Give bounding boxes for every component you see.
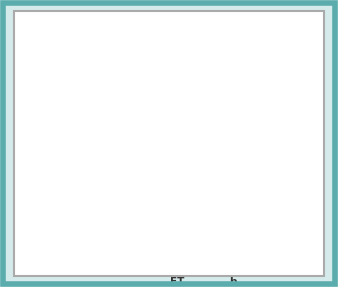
- Text: E: E: [56, 46, 63, 57]
- Text: Mitral flow: Mitral flow: [33, 162, 92, 172]
- Text: A: A: [86, 83, 94, 93]
- Text: MPI =: MPI =: [124, 257, 162, 267]
- Text: a: a: [166, 83, 174, 96]
- Text: =: =: [204, 257, 213, 267]
- Text: (ICT + IRT): (ICT + IRT): [148, 257, 211, 267]
- Text: b: b: [167, 109, 175, 123]
- Text: a - b: a - b: [218, 257, 245, 267]
- Text: LV outflow tract: LV outflow tract: [128, 242, 215, 252]
- Text: ET: ET: [170, 278, 185, 287]
- Text: b: b: [229, 278, 237, 287]
- Text: IRT: IRT: [219, 202, 233, 211]
- Text: A: A: [279, 83, 287, 93]
- Text: ICT: ICT: [108, 202, 123, 211]
- Text: ET: ET: [163, 136, 180, 149]
- Text: E: E: [249, 46, 257, 57]
